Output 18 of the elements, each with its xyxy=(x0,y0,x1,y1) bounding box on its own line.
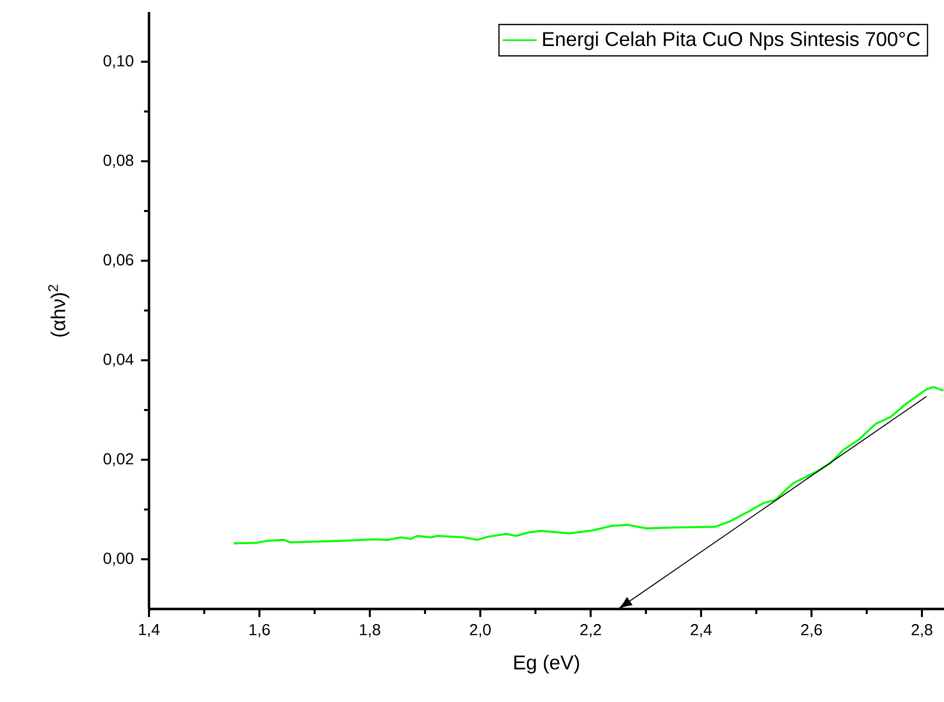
y-tick-label: 0,06 xyxy=(104,254,134,268)
x-tick-label: 1,6 xyxy=(250,624,270,638)
legend-label: Energi Celah Pita CuO Nps Sintesis 700°C xyxy=(543,32,920,50)
x-tick-label: 2,4 xyxy=(690,624,712,638)
y-tick-label: 0,04 xyxy=(104,354,134,367)
x-tick-label: 2,2 xyxy=(580,624,601,638)
x-tick-label: 1,4 xyxy=(139,624,160,638)
x-axis-title: Eg (eV) xyxy=(514,654,580,674)
x-tick-label: 2,0 xyxy=(470,624,491,638)
x-tick-label: 2,8 xyxy=(912,624,932,638)
y-tick-label: 0,10 xyxy=(104,55,134,68)
y-tick-label: 0,00 xyxy=(104,552,134,566)
y-tick-label: 0,08 xyxy=(104,154,134,168)
y-tick-label: 0,02 xyxy=(104,453,134,466)
y-axis-title: (αhν)$^{2}$ xyxy=(48,284,70,337)
x-tick-label: 1,8 xyxy=(360,624,380,638)
x-tick-label: 2,6 xyxy=(801,624,822,638)
line-series xyxy=(232,386,944,544)
